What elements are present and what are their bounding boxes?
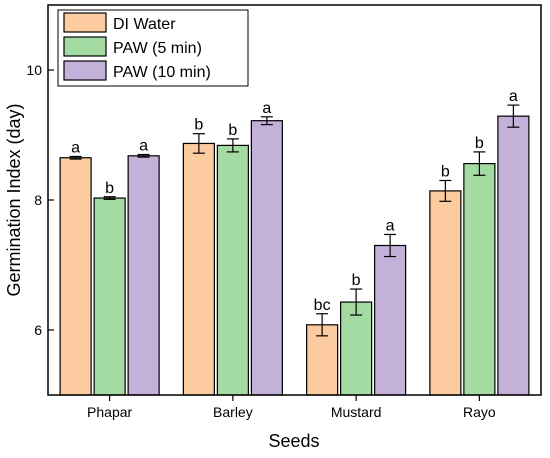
- x-tick-label-barley: Barley: [213, 404, 253, 420]
- bar-rayo-1: [429, 190, 462, 396]
- bar-barley-1: [182, 142, 215, 396]
- bar-phapar-3: [127, 155, 160, 396]
- error-bar-rayo-2: [473, 151, 486, 176]
- y-axis: 6 8 10: [26, 62, 54, 338]
- significance-label: b: [194, 117, 203, 134]
- bar-rayo-2: [463, 163, 496, 396]
- significance-label: b: [475, 135, 484, 152]
- y-tick-label: 8: [34, 192, 42, 208]
- y-tick-label: 6: [34, 322, 42, 338]
- bar-mustard-2: [340, 301, 373, 396]
- error-bar-phapar-2: [103, 196, 116, 200]
- legend: DI Water PAW (5 min) PAW (10 min): [57, 9, 249, 87]
- legend-swatch-2: [63, 36, 107, 57]
- error-bar-barley-2: [226, 138, 239, 153]
- error-bar-phapar-3: [137, 153, 150, 158]
- y-tick-label: 10: [26, 62, 42, 78]
- y-axis-title: Germination Index (day): [4, 103, 24, 296]
- significance-label: a: [71, 139, 80, 156]
- significance-label: bc: [314, 297, 331, 314]
- significance-label: a: [386, 217, 395, 234]
- significance-label: b: [105, 180, 114, 197]
- x-tick-label-phapar: Phapar: [87, 404, 132, 420]
- significance-label: a: [139, 138, 148, 155]
- bar-rayo-3: [497, 115, 530, 396]
- error-bar-phapar-1: [69, 155, 82, 160]
- bar-mustard-3: [374, 244, 407, 396]
- bar-barley-3: [250, 120, 283, 396]
- legend-swatch-1: [63, 12, 107, 33]
- plot-area: a b a b b a bc b a b b a: [59, 88, 530, 396]
- legend-label-2: PAW (5 min): [113, 40, 202, 57]
- significance-label: b: [352, 272, 361, 289]
- error-bar-mustard-1: [316, 313, 329, 337]
- legend-label-3: PAW (10 min): [113, 64, 211, 81]
- bar-phapar-1: [59, 157, 92, 396]
- error-bar-mustard-3: [384, 233, 397, 258]
- legend-label-1: DI Water: [113, 16, 176, 33]
- error-bar-barley-3: [260, 116, 273, 126]
- legend-swatch-3: [63, 60, 107, 81]
- x-tick-label-rayo: Rayo: [463, 404, 496, 420]
- x-axis: Phapar Barley Mustard Rayo: [87, 395, 496, 420]
- error-bar-rayo-1: [439, 179, 452, 202]
- error-bar-mustard-2: [350, 288, 363, 316]
- bar-barley-2: [216, 144, 249, 396]
- error-bar-barley-1: [192, 133, 205, 154]
- x-tick-label-mustard: Mustard: [331, 404, 382, 420]
- significance-label: a: [262, 100, 271, 117]
- significance-label: a: [509, 88, 518, 105]
- bar-phapar-2: [93, 197, 126, 396]
- significance-label: b: [441, 164, 450, 181]
- significance-label: b: [228, 122, 237, 139]
- x-axis-title: Seeds: [268, 431, 319, 451]
- error-bar-rayo-3: [507, 104, 520, 128]
